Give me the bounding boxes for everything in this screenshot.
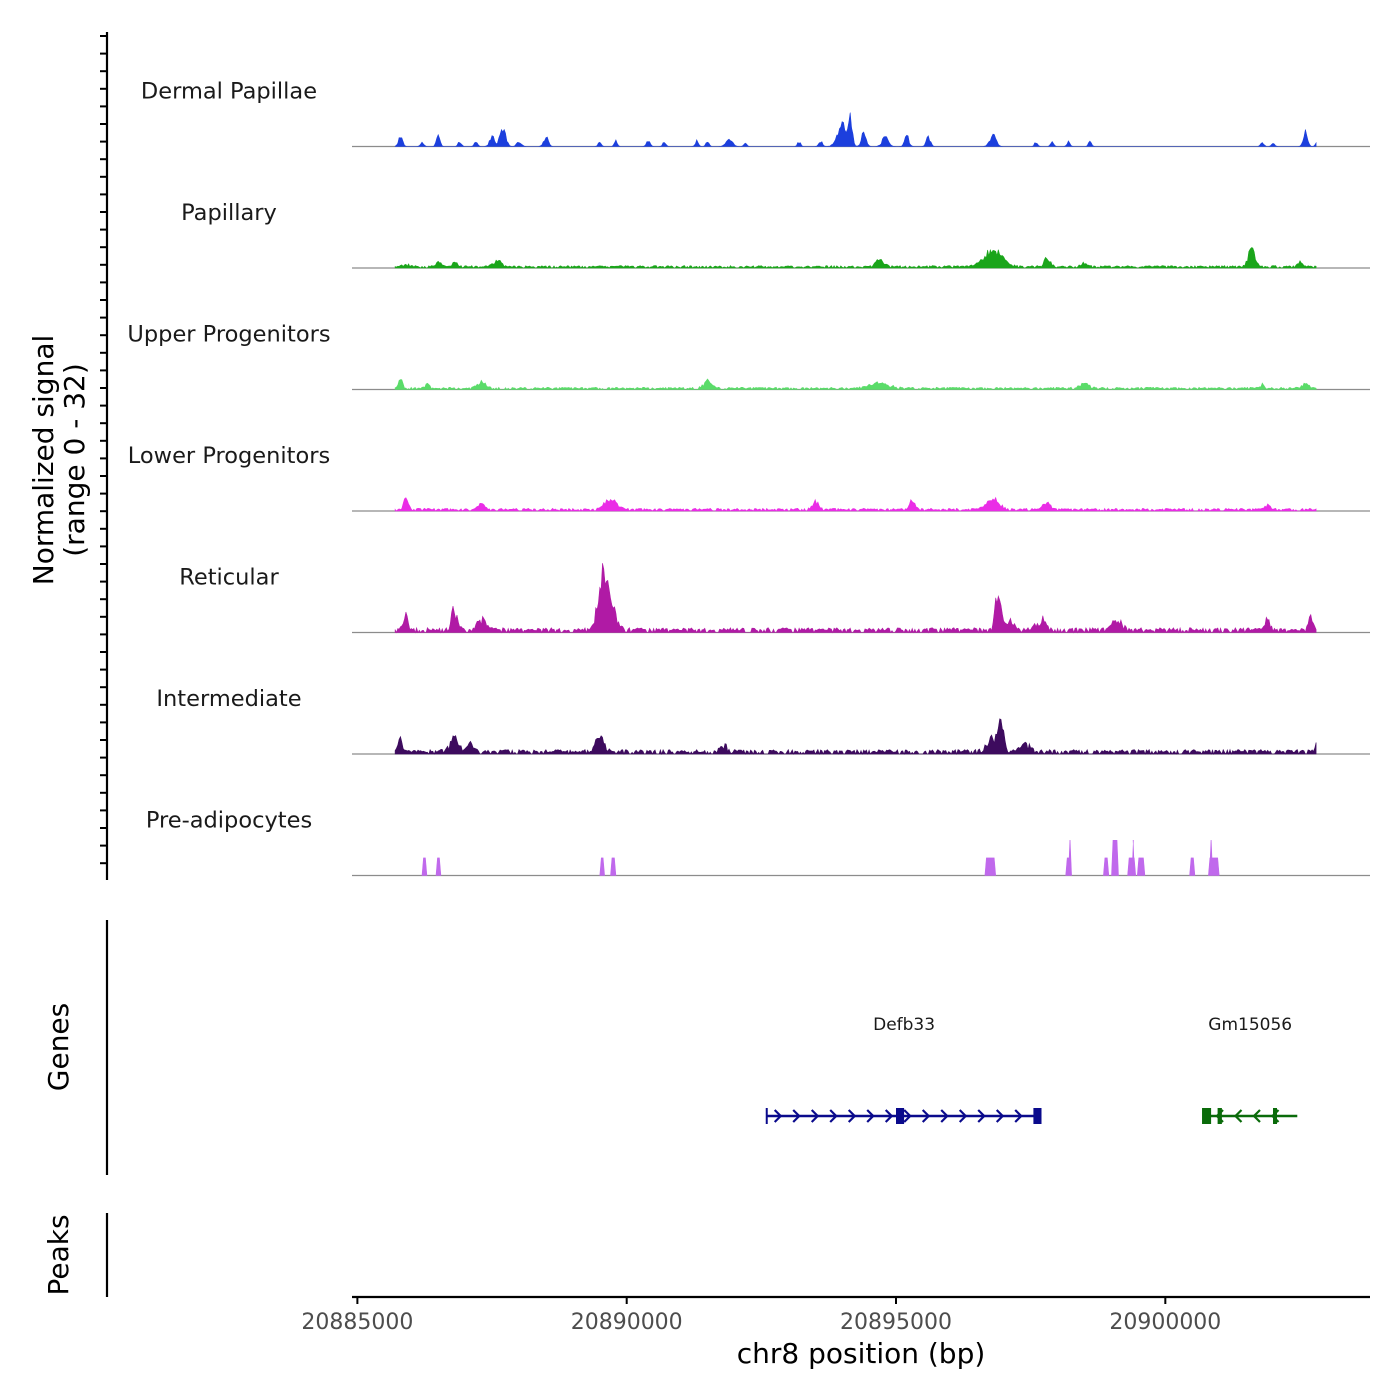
strand-arrow <box>773 1109 783 1123</box>
track-label: Intermediate <box>156 686 301 712</box>
x-axis-ticks: 20885000 20890000 20895000 20900000 <box>301 1297 1221 1335</box>
track-label: Dermal Papillae <box>141 79 317 105</box>
x-tick-label: 20890000 <box>571 1310 683 1335</box>
y-axis-subtitle: (range 0 - 32) <box>58 363 91 557</box>
strand-arrow <box>884 1109 894 1123</box>
track-label: Papillary <box>181 200 277 226</box>
genes-track-title: Genes <box>42 1003 75 1091</box>
strand-arrow <box>792 1109 801 1123</box>
track-label: Pre-adipocytes <box>146 808 312 834</box>
gene-exon <box>1203 1108 1212 1124</box>
y-axis-title: Normalized signal <box>27 335 60 586</box>
coverage-area <box>394 718 1317 756</box>
gene-exon <box>896 1108 905 1124</box>
strand-arrow <box>829 1109 838 1123</box>
coverage-area <box>394 112 1317 147</box>
strand-arrow <box>958 1109 968 1123</box>
gene-exon <box>1273 1108 1277 1124</box>
peaks-track-title: Peaks <box>42 1214 75 1295</box>
track-dermal-papillae: Dermal Papillae <box>141 79 1370 148</box>
x-tick-label: 20885000 <box>301 1310 413 1335</box>
track-lower-progenitors: Lower Progenitors <box>128 443 1370 512</box>
coverage-area <box>394 496 1317 512</box>
coverage-area <box>394 563 1317 634</box>
coverage-area <box>421 840 1220 876</box>
track-label: Upper Progenitors <box>127 322 330 348</box>
gene-gm15056: Gm15056 <box>1202 1015 1298 1124</box>
coverage-area <box>394 247 1317 269</box>
coverage-tracks: Dermal Papillae Papillary Upper Progenitor… <box>127 79 1370 877</box>
coverage-area <box>394 378 1317 391</box>
track-papillary: Papillary <box>181 200 1370 269</box>
strand-arrow <box>810 1109 820 1123</box>
strand-arrow <box>903 1109 912 1123</box>
x-axis-title: chr8 position (bp) <box>737 1337 986 1370</box>
strand-arrow <box>1252 1109 1261 1123</box>
strand-arrow <box>921 1109 931 1123</box>
x-tick-label: 20900000 <box>1109 1310 1221 1335</box>
strand-arrow <box>940 1109 949 1123</box>
strand-arrow <box>847 1109 857 1123</box>
strand-arrow <box>1014 1109 1023 1123</box>
gene-exon <box>1033 1108 1042 1124</box>
track-intermediate: Intermediate <box>156 686 1370 756</box>
track-label: Reticular <box>179 565 279 591</box>
x-tick-label: 20895000 <box>840 1310 952 1335</box>
gene-label: Defb33 <box>873 1015 935 1035</box>
track-reticular: Reticular <box>179 563 1370 634</box>
gene-defb33: Defb33 <box>765 1015 1042 1124</box>
gene-exon <box>1217 1108 1222 1124</box>
track-pre-adipocytes: Pre-adipocytes <box>146 808 1370 877</box>
track-label: Lower Progenitors <box>128 443 330 469</box>
gene-label: Gm15056 <box>1208 1015 1292 1035</box>
track-upper-progenitors: Upper Progenitors <box>127 322 1370 391</box>
signal-y-axis-ticks <box>100 35 107 865</box>
gene-annotations: Defb33 Gm15056 <box>765 1015 1298 1124</box>
strand-arrow <box>995 1109 1005 1123</box>
strand-arrow <box>866 1109 875 1123</box>
strand-arrow <box>977 1109 986 1123</box>
strand-arrow <box>1233 1109 1243 1123</box>
